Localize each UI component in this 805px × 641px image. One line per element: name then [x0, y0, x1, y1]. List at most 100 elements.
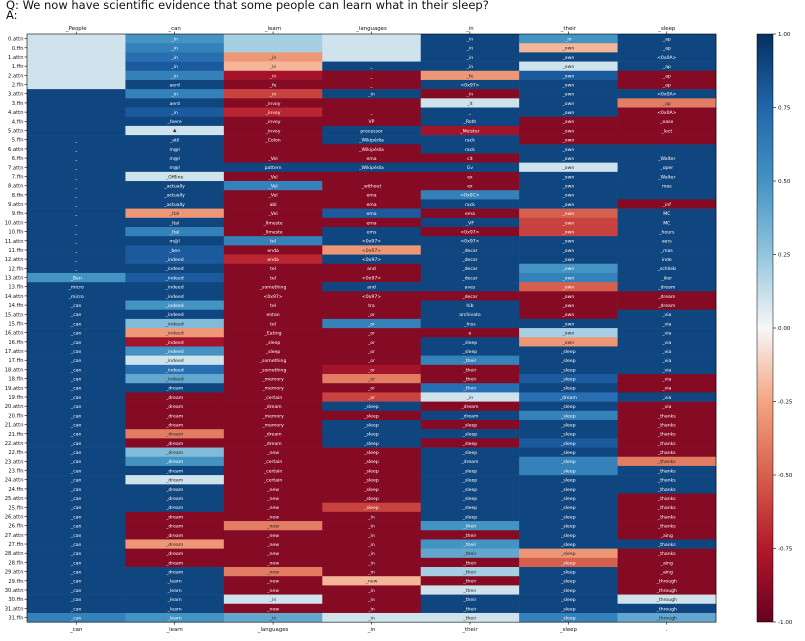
- heatmap-cell: [27, 337, 126, 347]
- cell-label: _own: [561, 295, 574, 300]
- heatmap-cell: [617, 300, 717, 310]
- cell-label: _in: [367, 597, 375, 603]
- heatmap-cell: [27, 383, 126, 393]
- heatmap-cell: [27, 43, 126, 53]
- cell-label: _in: [269, 64, 277, 70]
- heatmap-cell: [27, 374, 126, 384]
- heatmap-cell: [27, 52, 126, 62]
- heatmap-cell: [519, 254, 618, 265]
- heatmap-cell: [420, 493, 520, 503]
- cell-label: _Ital: [169, 220, 180, 226]
- heatmap-cell: [420, 199, 520, 209]
- cell-label: _actually: [163, 202, 185, 208]
- row-label: 15.ffn: [8, 321, 23, 327]
- row-label: 29.attn: [5, 570, 24, 576]
- cell-label: _sleep: [363, 459, 379, 465]
- heatmap-cell: [617, 263, 717, 274]
- heatmap-cell: [223, 144, 323, 154]
- heatmap-cell: [322, 419, 422, 430]
- heatmap-cell: [519, 337, 618, 347]
- heatmap-cell: [519, 557, 618, 568]
- cell-label: _own: [561, 304, 574, 309]
- heatmap-cell: [617, 456, 717, 467]
- heatmap-cell: [420, 346, 520, 356]
- row-label: 1.attn: [8, 55, 23, 61]
- heatmap-cell: [420, 567, 520, 577]
- heatmap-cell: [519, 162, 618, 173]
- heatmap-cell: [617, 548, 717, 559]
- cell-label: _decar: [461, 257, 477, 263]
- cell-label: rack: [465, 147, 475, 153]
- cell-label: _actually: [163, 184, 185, 190]
- cell-label: _dream: [559, 395, 578, 401]
- heatmap-cell: [322, 383, 422, 393]
- cell-label: _sleep: [560, 542, 576, 548]
- heatmap-cell: [519, 576, 618, 586]
- cell-label: _can: [70, 396, 82, 401]
- cell-label: _: [74, 194, 78, 199]
- row-label: 25.ffn: [8, 505, 23, 511]
- heatmap-cell: [519, 61, 618, 72]
- heatmap-cell: [223, 318, 323, 329]
- row-label: 14.ffn: [8, 303, 23, 309]
- heatmap-cell: [617, 236, 717, 246]
- heatmap-cell: [617, 199, 717, 209]
- heatmap-cell: [322, 475, 422, 485]
- cell-label: _thanks: [657, 478, 676, 484]
- heatmap-cell: [322, 236, 422, 246]
- heatmap-cell: [27, 199, 126, 209]
- cell-label: _indeed: [165, 294, 184, 300]
- heatmap-cell: [519, 70, 618, 81]
- cell-label: _memory: [261, 386, 284, 392]
- heatmap-cell: [420, 208, 520, 219]
- cell-label: _dream: [165, 386, 184, 392]
- cell-label: _can: [70, 506, 82, 511]
- cell-label: _: [74, 175, 78, 180]
- cell-label: _: [74, 258, 78, 263]
- cell-label: _invoy: [265, 119, 281, 125]
- heatmap-cell: [420, 410, 520, 421]
- row-label: 20.attn: [5, 404, 24, 410]
- cell-label: _own: [561, 332, 574, 337]
- heatmap-cell: [27, 447, 126, 458]
- heatmap-cell: [519, 447, 618, 458]
- heatmap-cell: [223, 585, 323, 595]
- heatmap-cell: [617, 419, 717, 430]
- cell-label: _own: [561, 313, 574, 318]
- heatmap-cell: [125, 98, 225, 108]
- heatmap-cell: [125, 502, 225, 513]
- cell-label: _or: [367, 386, 375, 392]
- cell-label: _fe: [269, 82, 277, 88]
- heatmap-cell: [420, 153, 520, 163]
- heatmap-cell: [519, 612, 618, 623]
- cell-label: _ap: [662, 102, 671, 107]
- cell-label: _sleep: [560, 349, 576, 355]
- cell-label: _ap: [662, 83, 671, 88]
- heatmap-cell: [27, 456, 126, 467]
- cell-label: _via: [661, 404, 671, 410]
- row-label: 17.ffn: [8, 358, 23, 364]
- heatmap-cell: [223, 52, 323, 62]
- cell-label: _sleep: [363, 404, 379, 410]
- heatmap-cell: [420, 392, 520, 402]
- cell-label: rack: [465, 202, 475, 208]
- cell-label: _dream: [165, 422, 184, 428]
- cell-label: _ben: [168, 248, 180, 254]
- heatmap-cell: [27, 181, 126, 191]
- cell-label: _can: [70, 488, 82, 493]
- heatmap-cell: [125, 419, 225, 430]
- heatmap-cell: [420, 576, 520, 586]
- cell-label: _something: [259, 367, 287, 373]
- cell-label: _own: [561, 194, 574, 199]
- heatmap-cell: [322, 282, 422, 292]
- colorbar-tick-label: 0.25: [778, 253, 791, 259]
- cell-label: _dream: [460, 404, 479, 410]
- cell-label: _sleep: [560, 478, 576, 484]
- heatmap-cell: [617, 383, 717, 393]
- cell-label: _via: [661, 386, 671, 392]
- cell-label: _in: [269, 597, 277, 603]
- heatmap-cell: [322, 548, 422, 559]
- cell-label: _can: [70, 479, 82, 484]
- cell-label: _can: [70, 405, 82, 410]
- cell-label: _sleep: [560, 514, 576, 520]
